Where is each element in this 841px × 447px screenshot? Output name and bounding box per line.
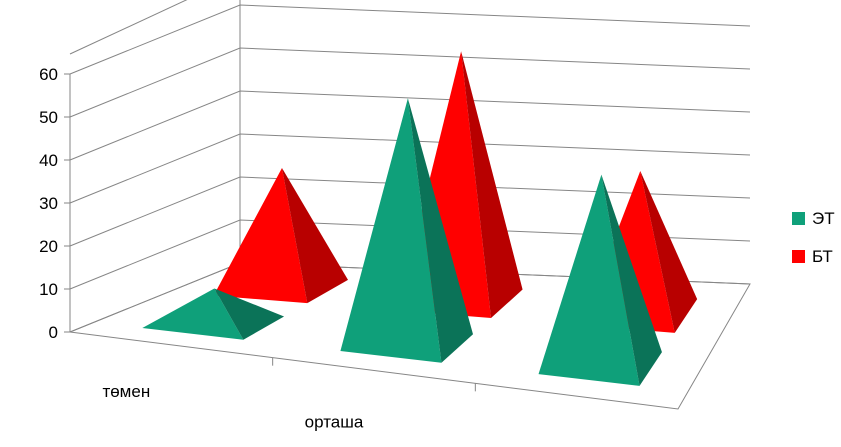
category-label: жоғары bbox=[513, 443, 571, 447]
category-label: төмен bbox=[102, 382, 150, 401]
pyramid-marks bbox=[142, 51, 698, 386]
legend: ЭТ БТ bbox=[792, 209, 835, 266]
pyramid-front-face bbox=[142, 288, 244, 340]
pyramid-side-face bbox=[407, 98, 474, 363]
pyramid-side-face bbox=[461, 51, 523, 319]
category-labels: төмен орташа жоғары bbox=[102, 382, 570, 447]
y-tick-label: 20 bbox=[39, 237, 58, 256]
legend-label: ЭТ bbox=[812, 209, 835, 228]
pyramid-mark bbox=[340, 98, 474, 363]
y-tick-label: 60 bbox=[39, 65, 58, 84]
y-tick-label: 30 bbox=[39, 194, 58, 213]
pyramid-side-face bbox=[640, 170, 698, 333]
y-tick-label: 0 bbox=[49, 323, 58, 342]
pyramid-side-face bbox=[281, 168, 349, 304]
pyramid-side-face bbox=[601, 174, 662, 386]
pyramid-front-face bbox=[538, 174, 640, 386]
axes bbox=[64, 0, 751, 410]
pyramid-mark bbox=[538, 174, 662, 386]
y-tick-labels: 0 10 20 30 40 50 60 bbox=[39, 65, 58, 342]
pyramid-side-face bbox=[214, 288, 285, 340]
pyramid-mark bbox=[142, 288, 285, 340]
legend-label: БТ bbox=[812, 247, 833, 266]
y-tick-label: 40 bbox=[39, 151, 58, 170]
gridline bbox=[69, 4, 751, 75]
pyramid-mark bbox=[213, 168, 349, 304]
y-tick-label: 10 bbox=[39, 280, 58, 299]
pyramid-front-face bbox=[340, 98, 442, 363]
gridline bbox=[69, 0, 188, 55]
category-label: орташа bbox=[305, 413, 364, 432]
legend-swatch bbox=[792, 250, 805, 263]
y-tick-label: 50 bbox=[39, 108, 58, 127]
pyramid-front-face bbox=[213, 168, 308, 304]
legend-swatch bbox=[792, 212, 805, 225]
